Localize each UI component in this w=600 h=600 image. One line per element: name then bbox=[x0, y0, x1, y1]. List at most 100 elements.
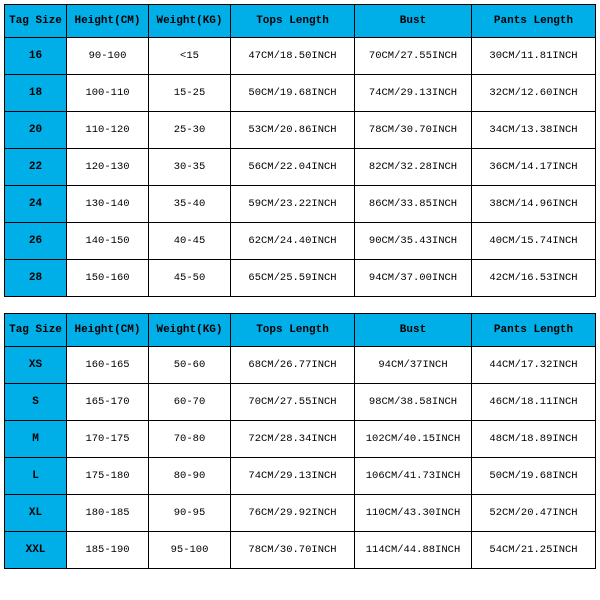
data-cell: 52CM/20.47INCH bbox=[472, 495, 596, 532]
tag-size-cell: 26 bbox=[5, 223, 67, 260]
data-cell: 25-30 bbox=[149, 112, 231, 149]
col-header: Height(CM) bbox=[67, 5, 149, 38]
table-row: 18100-11015-2550CM/19.68INCH74CM/29.13IN… bbox=[5, 75, 596, 112]
col-header: Weight(KG) bbox=[149, 5, 231, 38]
table-row: XL180-18590-9576CM/29.92INCH110CM/43.30I… bbox=[5, 495, 596, 532]
tag-size-cell: M bbox=[5, 421, 67, 458]
data-cell: 48CM/18.89INCH bbox=[472, 421, 596, 458]
col-header: Weight(KG) bbox=[149, 314, 231, 347]
tag-size-cell: 18 bbox=[5, 75, 67, 112]
data-cell: 76CM/29.92INCH bbox=[231, 495, 355, 532]
data-cell: 46CM/18.11INCH bbox=[472, 384, 596, 421]
col-header: Tag Size bbox=[5, 5, 67, 38]
data-cell: 90-95 bbox=[149, 495, 231, 532]
data-cell: 170-175 bbox=[67, 421, 149, 458]
data-cell: 30CM/11.81INCH bbox=[472, 38, 596, 75]
data-cell: 95-100 bbox=[149, 532, 231, 569]
table-row: M170-17570-8072CM/28.34INCH102CM/40.15IN… bbox=[5, 421, 596, 458]
data-cell: 100-110 bbox=[67, 75, 149, 112]
data-cell: 42CM/16.53INCH bbox=[472, 260, 596, 297]
table-gap bbox=[4, 297, 596, 313]
header-row: Tag SizeHeight(CM)Weight(KG)Tops LengthB… bbox=[5, 5, 596, 38]
data-cell: 160-165 bbox=[67, 347, 149, 384]
tag-size-cell: XXL bbox=[5, 532, 67, 569]
data-cell: 78CM/30.70INCH bbox=[355, 112, 472, 149]
data-cell: 180-185 bbox=[67, 495, 149, 532]
table-row: 20110-12025-3053CM/20.86INCH78CM/30.70IN… bbox=[5, 112, 596, 149]
table-row: XXL185-19095-10078CM/30.70INCH114CM/44.8… bbox=[5, 532, 596, 569]
data-cell: 110-120 bbox=[67, 112, 149, 149]
tag-size-cell: 20 bbox=[5, 112, 67, 149]
data-cell: 94CM/37.00INCH bbox=[355, 260, 472, 297]
table-row: 24130-14035-4059CM/23.22INCH86CM/33.85IN… bbox=[5, 186, 596, 223]
data-cell: 47CM/18.50INCH bbox=[231, 38, 355, 75]
tag-size-cell: 16 bbox=[5, 38, 67, 75]
col-header: Height(CM) bbox=[67, 314, 149, 347]
data-cell: 38CM/14.96INCH bbox=[472, 186, 596, 223]
col-header: Pants Length bbox=[472, 314, 596, 347]
table-row: 22120-13030-3556CM/22.04INCH82CM/32.28IN… bbox=[5, 149, 596, 186]
data-cell: 68CM/26.77INCH bbox=[231, 347, 355, 384]
data-cell: 165-170 bbox=[67, 384, 149, 421]
table-row: S165-17060-7070CM/27.55INCH98CM/38.58INC… bbox=[5, 384, 596, 421]
tag-size-cell: XL bbox=[5, 495, 67, 532]
data-cell: 56CM/22.04INCH bbox=[231, 149, 355, 186]
data-cell: 34CM/13.38INCH bbox=[472, 112, 596, 149]
header-row: Tag SizeHeight(CM)Weight(KG)Tops LengthB… bbox=[5, 314, 596, 347]
size-table-1: Tag SizeHeight(CM)Weight(KG)Tops LengthB… bbox=[4, 313, 596, 569]
data-cell: 54CM/21.25INCH bbox=[472, 532, 596, 569]
data-cell: 50-60 bbox=[149, 347, 231, 384]
col-header: Tag Size bbox=[5, 314, 67, 347]
data-cell: 106CM/41.73INCH bbox=[355, 458, 472, 495]
data-cell: 60-70 bbox=[149, 384, 231, 421]
data-cell: 86CM/33.85INCH bbox=[355, 186, 472, 223]
col-header: Pants Length bbox=[472, 5, 596, 38]
tag-size-cell: S bbox=[5, 384, 67, 421]
col-header: Tops Length bbox=[231, 314, 355, 347]
data-cell: 74CM/29.13INCH bbox=[231, 458, 355, 495]
data-cell: 50CM/19.68INCH bbox=[231, 75, 355, 112]
data-cell: 185-190 bbox=[67, 532, 149, 569]
data-cell: 65CM/25.59INCH bbox=[231, 260, 355, 297]
data-cell: 82CM/32.28INCH bbox=[355, 149, 472, 186]
table-row: L175-18080-9074CM/29.13INCH106CM/41.73IN… bbox=[5, 458, 596, 495]
data-cell: 80-90 bbox=[149, 458, 231, 495]
data-cell: 45-50 bbox=[149, 260, 231, 297]
data-cell: 59CM/23.22INCH bbox=[231, 186, 355, 223]
data-cell: 40CM/15.74INCH bbox=[472, 223, 596, 260]
col-header: Bust bbox=[355, 5, 472, 38]
data-cell: 78CM/30.70INCH bbox=[231, 532, 355, 569]
data-cell: 120-130 bbox=[67, 149, 149, 186]
data-cell: 130-140 bbox=[67, 186, 149, 223]
data-cell: 36CM/14.17INCH bbox=[472, 149, 596, 186]
table-row: 28150-16045-5065CM/25.59INCH94CM/37.00IN… bbox=[5, 260, 596, 297]
data-cell: 140-150 bbox=[67, 223, 149, 260]
data-cell: 44CM/17.32INCH bbox=[472, 347, 596, 384]
data-cell: 32CM/12.60INCH bbox=[472, 75, 596, 112]
data-cell: 114CM/44.88INCH bbox=[355, 532, 472, 569]
data-cell: 53CM/20.86INCH bbox=[231, 112, 355, 149]
data-cell: 98CM/38.58INCH bbox=[355, 384, 472, 421]
data-cell: 35-40 bbox=[149, 186, 231, 223]
tag-size-cell: L bbox=[5, 458, 67, 495]
col-header: Tops Length bbox=[231, 5, 355, 38]
data-cell: 70-80 bbox=[149, 421, 231, 458]
data-cell: 110CM/43.30INCH bbox=[355, 495, 472, 532]
data-cell: 40-45 bbox=[149, 223, 231, 260]
tag-size-cell: 22 bbox=[5, 149, 67, 186]
table-row: 26140-15040-4562CM/24.40INCH90CM/35.43IN… bbox=[5, 223, 596, 260]
data-cell: 94CM/37INCH bbox=[355, 347, 472, 384]
data-cell: <15 bbox=[149, 38, 231, 75]
data-cell: 50CM/19.68INCH bbox=[472, 458, 596, 495]
tag-size-cell: 28 bbox=[5, 260, 67, 297]
data-cell: 70CM/27.55INCH bbox=[231, 384, 355, 421]
data-cell: 30-35 bbox=[149, 149, 231, 186]
data-cell: 62CM/24.40INCH bbox=[231, 223, 355, 260]
table-row: XS160-16550-6068CM/26.77INCH94CM/37INCH4… bbox=[5, 347, 596, 384]
data-cell: 15-25 bbox=[149, 75, 231, 112]
tag-size-cell: XS bbox=[5, 347, 67, 384]
data-cell: 90-100 bbox=[67, 38, 149, 75]
data-cell: 70CM/27.55INCH bbox=[355, 38, 472, 75]
data-cell: 102CM/40.15INCH bbox=[355, 421, 472, 458]
tag-size-cell: 24 bbox=[5, 186, 67, 223]
